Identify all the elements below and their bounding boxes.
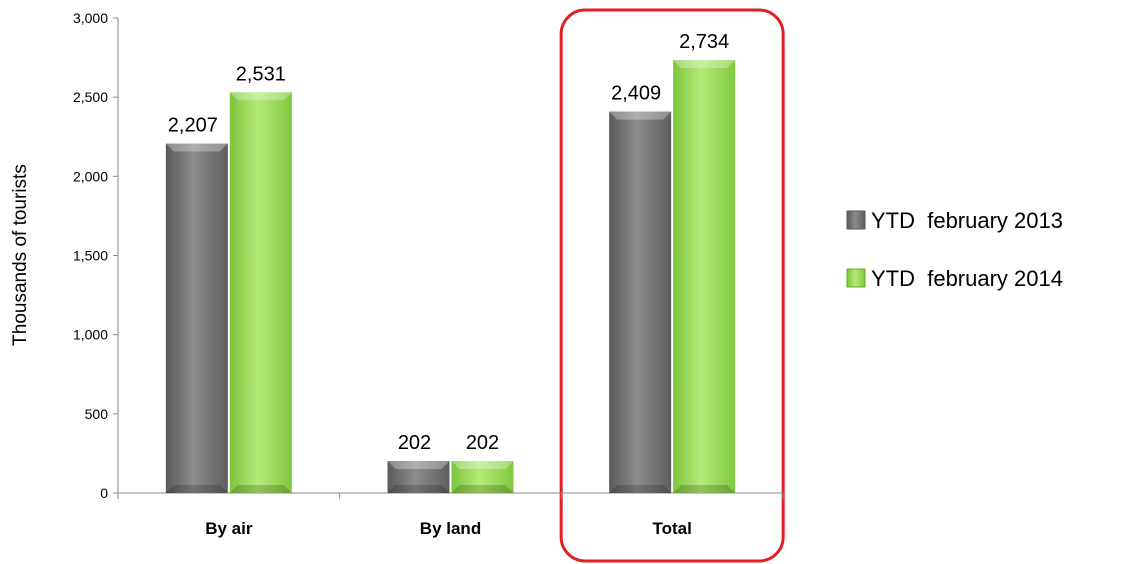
bar-ytd-february-2014-total [673, 60, 736, 493]
bar-ytd-february-2014-by-air [229, 92, 292, 493]
x-tick-label-by-land: By land [420, 519, 481, 538]
y-tick-label: 1,500 [73, 248, 108, 264]
bar-bevel-top [165, 143, 228, 152]
bar-ytd-february-2014-by-land [451, 461, 514, 493]
bar-body [673, 60, 736, 493]
bar-bevel-bottom [451, 485, 514, 493]
bar-body [229, 92, 292, 493]
bar-body [165, 143, 228, 493]
data-label-ytd-february-2013-by-land: 202 [398, 432, 431, 454]
legend: YTD february 2013 YTD february 2014 [846, 208, 1063, 291]
y-tick-label: 3,000 [73, 10, 108, 26]
y-axis-title: Thousands of tourists [10, 164, 31, 346]
bar-bevel-bottom [229, 485, 292, 493]
bar-ytd-february-2013-by-land [387, 461, 450, 493]
bar-bevel-bottom [165, 485, 228, 493]
x-tick-label-total: Total [652, 519, 691, 538]
bar-ytd-february-2013-by-air [165, 143, 228, 493]
data-label-ytd-february-2013-by-air: 2,207 [168, 115, 218, 137]
bar-ytd-february-2013-total [609, 111, 672, 493]
bar-bevel-top [229, 92, 292, 101]
bar-bevel-top [451, 461, 514, 470]
data-label-ytd-february-2014-by-air: 2,531 [236, 63, 286, 85]
bar-bevel-bottom [673, 485, 736, 493]
bar-bevel-bottom [609, 485, 672, 493]
legend-swatch-ytd-february-2014 [846, 268, 866, 288]
x-tick-label-by-air: By air [205, 519, 253, 538]
y-tick-label: 2,000 [73, 168, 108, 184]
data-label-ytd-february-2013-total: 2,409 [611, 83, 661, 105]
y-tick-label: 2,500 [73, 89, 108, 105]
bar-bevel-top [673, 60, 736, 69]
data-label-ytd-february-2014-by-land: 202 [466, 432, 499, 454]
legend-label-ytd-february-2014: YTD february 2014 [871, 266, 1063, 291]
data-label-ytd-february-2014-total: 2,734 [679, 31, 729, 53]
bar-body [609, 111, 672, 493]
y-tick-label: 1,000 [73, 327, 108, 343]
bar-body [387, 461, 450, 493]
legend-label-ytd-february-2013: YTD february 2013 [871, 208, 1063, 233]
y-tick-label: 0 [100, 485, 108, 501]
bar-bevel-bottom [387, 485, 450, 493]
bar-bevel-top [387, 461, 450, 470]
y-tick-label: 500 [85, 406, 109, 422]
highlight-box [559, 8, 785, 563]
legend-swatch-ytd-february-2013 [846, 210, 866, 230]
bar-bevel-top [609, 111, 672, 120]
bar-body [451, 461, 514, 493]
